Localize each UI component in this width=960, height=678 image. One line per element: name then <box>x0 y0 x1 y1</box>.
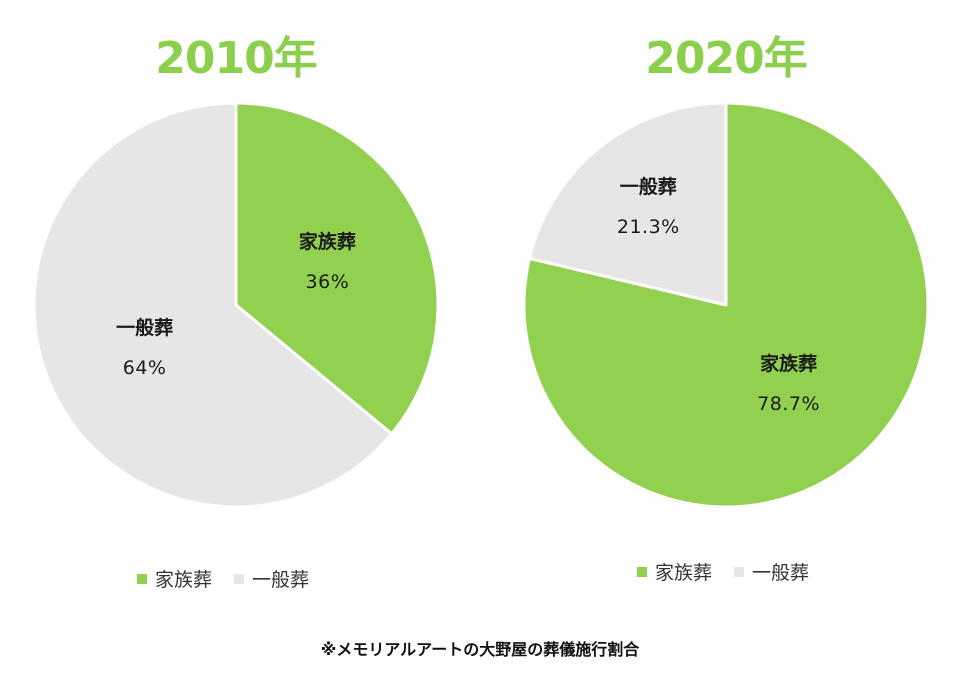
pie-slice-value-1-0: 78.7% <box>757 393 820 415</box>
legend-swatch-general <box>234 573 245 584</box>
legend-2010: 家族葬 一般葬 <box>137 565 331 592</box>
legend-item-general: 一般葬 <box>234 565 309 592</box>
legend-swatch-family <box>637 566 647 577</box>
pie-slice-label-1-1: 一般葬 <box>620 175 677 198</box>
pie-slice-label-1-0: 家族葬 <box>760 352 817 375</box>
legend-swatch-family <box>137 573 147 584</box>
pie-slice-0-0 <box>234 101 440 436</box>
pie-slice-1-0 <box>522 101 930 509</box>
legend-item-general: 一般葬 <box>734 558 809 585</box>
legend-swatch-general <box>734 566 745 577</box>
legend-label-family: 家族葬 <box>655 562 713 584</box>
chart-title-2020: 2020年 <box>645 33 807 84</box>
pie-slice-value-0-0: 36% <box>306 271 350 293</box>
legend-item-family: 家族葬 <box>137 565 212 592</box>
legend-2020: 家族葬 一般葬 <box>637 558 831 585</box>
pie-slice-0-1 <box>32 101 394 509</box>
legend-label-family: 家族葬 <box>155 569 213 591</box>
legend-label-general: 一般葬 <box>752 562 810 584</box>
pie-slice-label-0-0: 家族葬 <box>299 230 356 253</box>
pie-slice-label-0-1: 一般葬 <box>116 316 173 339</box>
chart-title-2010: 2010年 <box>155 33 317 84</box>
legend-label-general: 一般葬 <box>252 569 310 591</box>
pie-slice-value-1-1: 21.3% <box>617 216 680 238</box>
legend-item-family: 家族葬 <box>637 558 712 585</box>
footnote: ※メモリアルアートの大野屋の葬儀施行割合 <box>320 640 640 659</box>
pie-slice-value-0-1: 64% <box>123 357 167 379</box>
pie-slice-1-1 <box>527 101 728 307</box>
